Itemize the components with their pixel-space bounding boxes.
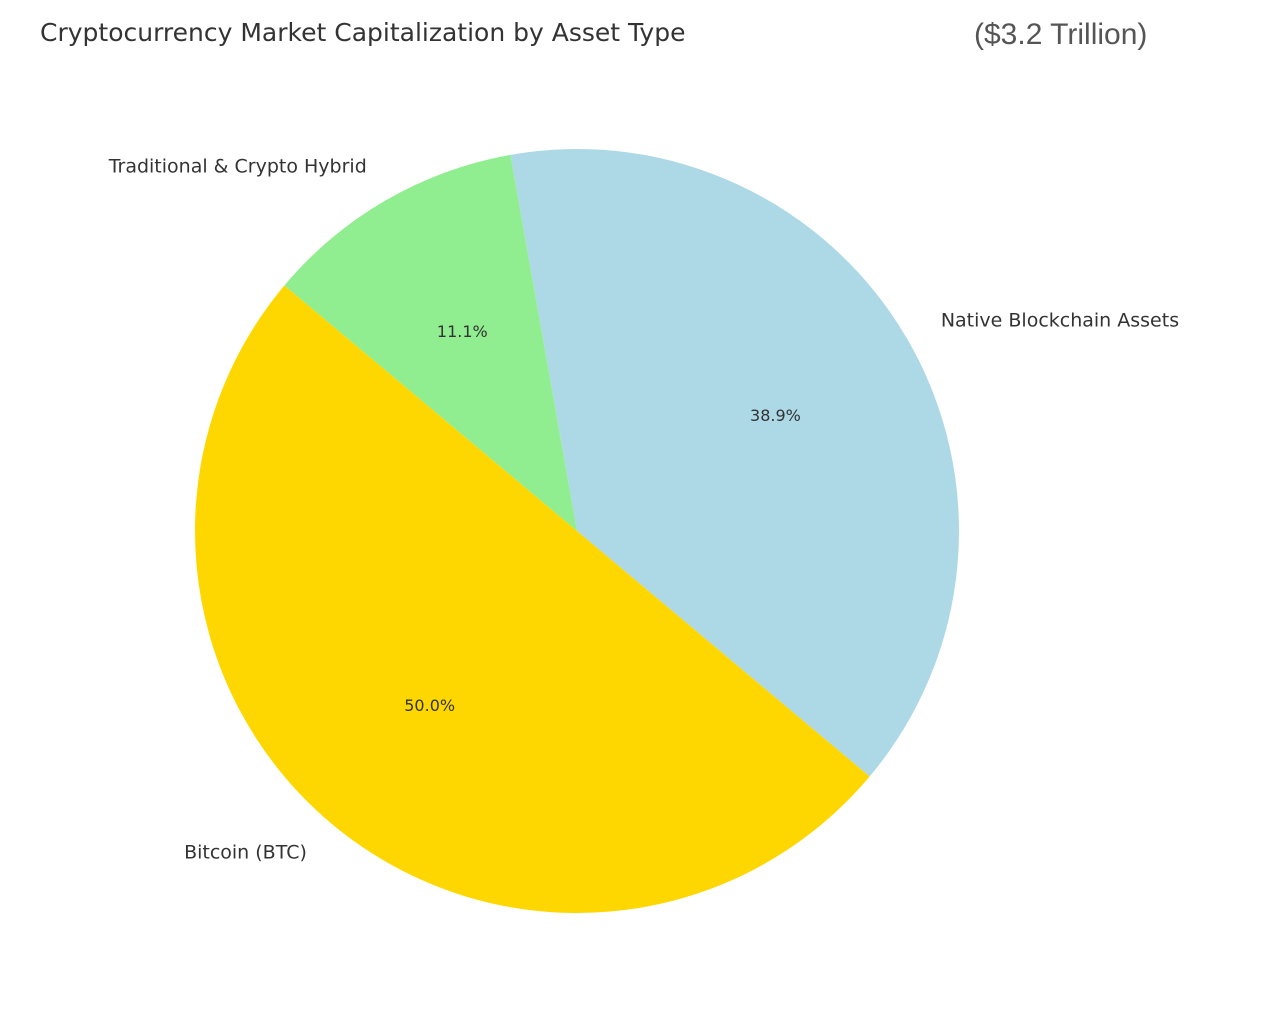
chart-subtitle: ($3.2 Trillion) <box>974 18 1147 51</box>
chart-title: Cryptocurrency Market Capitalization by … <box>40 18 685 47</box>
pie-slice <box>195 285 870 913</box>
pie-slice <box>510 148 960 777</box>
slice-label: Native Blockchain Assets <box>941 309 1179 331</box>
slice-percent-label: 50.0% <box>404 696 455 715</box>
slice-label: Bitcoin (BTC) <box>184 841 307 863</box>
slice-percent-label: 11.1% <box>437 322 488 341</box>
slice-percent-label: 38.9% <box>750 406 801 425</box>
slice-label: Traditional & Crypto Hybrid <box>108 156 367 178</box>
pie-slice <box>284 154 577 531</box>
